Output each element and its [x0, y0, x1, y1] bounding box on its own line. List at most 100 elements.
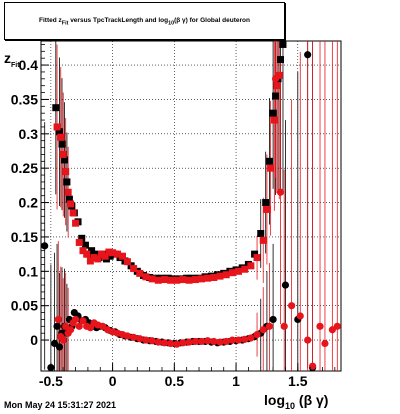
data-point-square: [65, 195, 73, 203]
data-point-square: [118, 252, 126, 260]
data-point-square: [81, 241, 89, 249]
data-point-square: [160, 276, 168, 284]
data-point-circle: [265, 322, 273, 330]
data-point-square: [97, 250, 105, 258]
data-point-circle: [191, 337, 199, 346]
data-point-square: [136, 269, 144, 277]
data-point-circle: [185, 338, 193, 346]
x-tick-label: 1.5: [288, 373, 308, 389]
data-point-circle: [253, 330, 261, 339]
data-point-square: [83, 250, 91, 258]
y-tick-label: 0.25: [11, 160, 38, 176]
data-point-square: [257, 230, 265, 237]
x-axis-label: log10 (β γ): [264, 392, 329, 411]
data-point-square: [253, 254, 261, 262]
data-point-square: [56, 128, 64, 136]
data-point-square: [67, 200, 75, 208]
data-point-circle: [269, 315, 277, 324]
data-point-square: [272, 92, 280, 100]
chart-title: Fitted zFit versus TpcTrackLength and lo…: [39, 17, 250, 27]
data-point-circle: [241, 335, 249, 343]
data-point-square: [277, 56, 285, 64]
data-point-circle: [204, 337, 212, 345]
data-point-circle: [148, 337, 156, 345]
data-point-circle: [154, 338, 162, 346]
data-point-square: [79, 247, 87, 255]
data-point-square: [123, 258, 131, 266]
data-point-square: [235, 267, 243, 275]
data-point-square: [63, 178, 71, 186]
data-point-square: [262, 199, 270, 207]
data-point-circle: [197, 337, 206, 346]
data-point-circle: [210, 337, 218, 346]
data-point-square: [275, 71, 283, 79]
data-point-square: [94, 255, 102, 263]
data-point-circle: [281, 281, 290, 289]
y-tick-label: 0.4: [19, 57, 39, 73]
data-point-square: [279, 40, 287, 48]
data-point-square: [53, 123, 61, 131]
data-point-circle: [129, 333, 138, 341]
data-point-square: [204, 274, 212, 282]
data-point-circle: [309, 362, 317, 370]
data-point-circle: [179, 339, 187, 347]
data-point-square: [210, 274, 218, 281]
y-tick-label: 0.2: [19, 195, 39, 211]
data-point-circle: [71, 315, 80, 324]
data-point-circle: [55, 343, 64, 351]
data-markers: [41, 40, 341, 372]
data-point-circle: [280, 322, 288, 330]
data-point-square: [72, 219, 80, 227]
y-tick-label: 0.15: [11, 229, 38, 245]
data-point-square: [62, 168, 70, 176]
x-tick-label: 0: [109, 373, 117, 389]
data-point-circle: [54, 315, 62, 324]
data-point-square: [222, 271, 230, 279]
data-point-circle: [75, 322, 83, 330]
data-point-square: [148, 275, 156, 283]
data-point-square: [167, 276, 175, 284]
data-point-square: [59, 150, 67, 158]
y-tick-label: 0.3: [19, 126, 39, 142]
data-point-circle: [234, 336, 243, 344]
data-point-circle: [316, 322, 324, 330]
data-point-square: [267, 164, 275, 172]
y-tick-label: 0.35: [11, 91, 38, 107]
plot-frame: [40, 40, 342, 372]
data-point-square: [263, 205, 271, 213]
data-point-circle: [288, 302, 296, 310]
y-tick-label: 0.1: [19, 263, 39, 279]
data-point-square: [191, 276, 199, 284]
data-point-square: [197, 275, 205, 283]
data-point-circle: [53, 322, 61, 330]
x-tick-label: 0.5: [165, 373, 185, 389]
data-point-square: [185, 276, 193, 284]
data-point-circle: [259, 326, 267, 334]
data-point-circle: [216, 338, 224, 346]
data-point-circle: [41, 242, 49, 250]
timestamp-footer: Mon May 24 15:31:27 2021: [4, 400, 117, 410]
data-point-square: [114, 250, 122, 258]
data-point-circle: [59, 336, 67, 344]
data-point-square: [179, 276, 187, 284]
data-point-square: [142, 273, 150, 281]
data-point-square: [88, 247, 96, 255]
x-tick-label: 1: [232, 373, 240, 389]
data-point-circle: [271, 75, 280, 83]
data-point-circle: [173, 340, 181, 348]
data-point-circle: [228, 336, 236, 344]
data-point-circle: [142, 336, 150, 344]
data-point-square: [52, 104, 60, 112]
data-point-square: [57, 133, 65, 141]
data-point-circle: [123, 332, 132, 340]
data-point-square: [247, 262, 255, 270]
data-point-square: [241, 265, 249, 273]
data-point-square: [58, 140, 66, 148]
data-point-circle: [136, 335, 144, 343]
data-point-square: [228, 269, 236, 277]
data-point-square: [273, 82, 281, 90]
data-point-circle: [304, 336, 312, 344]
data-point-circle: [222, 337, 230, 346]
data-point-circle: [296, 312, 304, 320]
